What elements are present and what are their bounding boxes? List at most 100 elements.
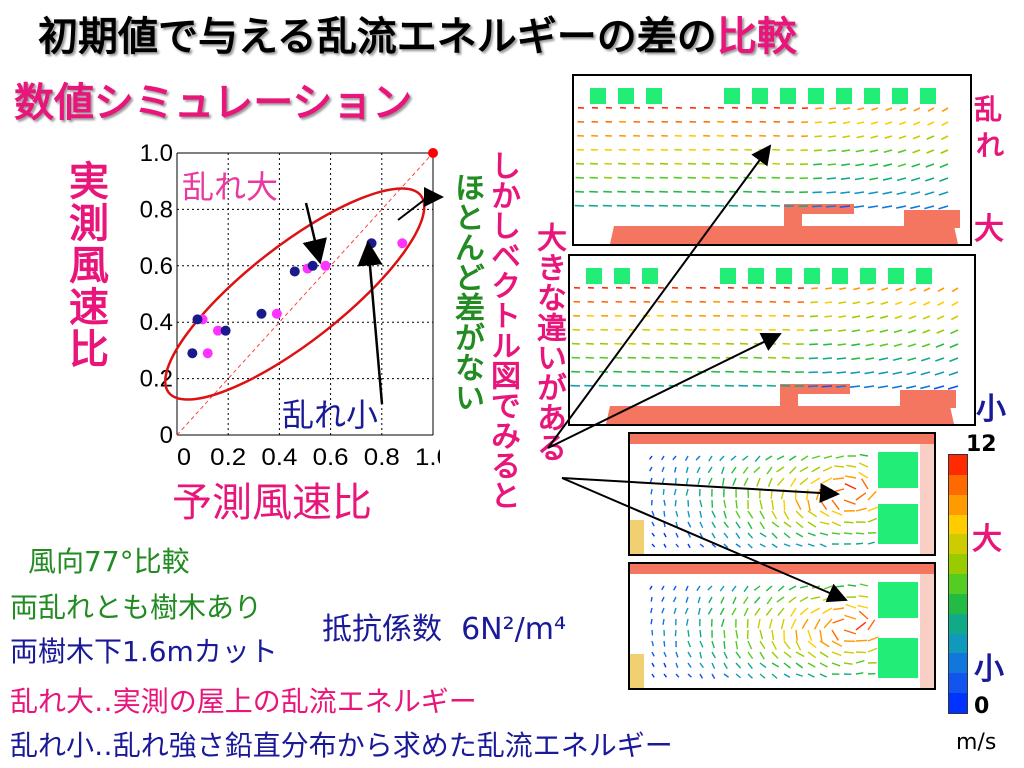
vector-arrow: [759, 499, 763, 510]
vector-arrow: [851, 357, 861, 361]
tree-block: [614, 268, 630, 284]
vector-arrow: [699, 521, 704, 529]
vector-arrow: [687, 532, 692, 538]
vector-field-2: [570, 268, 959, 424]
vector-arrow: [771, 629, 775, 640]
vector-arrow: [838, 315, 847, 318]
vector-arrow: [675, 651, 679, 658]
vector-arrow: [731, 466, 737, 474]
vector-arrow: [711, 662, 716, 669]
vector-arrow: [756, 477, 761, 487]
vector-arrow: [661, 455, 665, 461]
vector-arrow: [896, 177, 907, 182]
vector-arrow: [732, 596, 737, 605]
vector-arrow: [909, 301, 917, 306]
vector-arrow: [907, 343, 917, 348]
vector-arrow: [768, 618, 773, 629]
vector-arrow: [813, 149, 823, 152]
vector-arrow: [941, 121, 949, 127]
vector-arrow: [855, 621, 867, 631]
vector-arrow: [806, 488, 809, 501]
vector-arrow: [723, 629, 726, 639]
reference-diagonal: [176, 152, 434, 436]
colorbar-big: 大: [972, 522, 1002, 557]
vector-arrow: [789, 466, 797, 475]
vector-arrow: [783, 532, 791, 539]
x-tick-label: 0.6: [313, 444, 349, 470]
vector-arrow: [855, 492, 867, 501]
vector-arrow: [812, 191, 823, 194]
tree-block: [724, 88, 740, 104]
vector-arrow: [650, 618, 653, 625]
vector-arrow: [831, 629, 839, 641]
vector-arrow: [814, 121, 823, 124]
vector-arrow: [771, 532, 778, 539]
vector-arrow: [913, 107, 921, 112]
vector-arrow: [674, 629, 677, 637]
vector-arrow: [790, 477, 797, 488]
vector-arrow: [770, 488, 773, 500]
vector-arrow: [799, 596, 809, 603]
vector-arrow: [827, 149, 837, 152]
vector-arrow: [841, 149, 851, 153]
vector-arrow: [855, 507, 867, 512]
vector-arrow: [672, 596, 677, 603]
vector-arrow: [884, 121, 893, 125]
vector-panel-4: [628, 562, 936, 690]
vector-arrow: [927, 107, 935, 112]
vector-arrow: [795, 629, 798, 641]
vector-arrow: [663, 499, 666, 506]
vector-arrow: [824, 301, 833, 304]
vector-arrow: [843, 532, 853, 535]
colorbar-segment: [949, 673, 967, 694]
vector-arrow: [926, 135, 935, 140]
edge-wall: [920, 444, 934, 554]
vector-arrow: [651, 651, 655, 657]
vector-arrow: [743, 477, 749, 487]
vector-arrow: [699, 499, 703, 508]
vector-arrow: [844, 475, 857, 479]
colorbar-segment: [949, 633, 967, 654]
vector-arrow: [673, 488, 677, 496]
vector-arrow: [831, 651, 842, 657]
vector-arrow: [896, 205, 907, 209]
vector-arrow: [649, 466, 653, 472]
vector-arrow: [940, 135, 949, 141]
vector-arrow: [878, 357, 889, 361]
vector-arrow: [867, 647, 878, 653]
side-label-large: 大: [974, 212, 1004, 247]
vector-arrow: [934, 371, 945, 376]
vector-arrow: [867, 506, 879, 512]
colorbar: [948, 454, 968, 714]
vector-arrow: [747, 662, 753, 670]
vector-arrow: [936, 315, 945, 320]
vector-arrow: [783, 510, 790, 520]
vector-arrow: [835, 455, 845, 459]
y-tick-label: 0.4: [140, 309, 173, 336]
vector-arrow: [858, 595, 869, 598]
vector-arrow: [823, 455, 833, 459]
vector-arrow: [866, 301, 875, 305]
vector-arrow: [661, 596, 665, 602]
vector-arrow: [843, 662, 853, 665]
vector-arrow: [831, 510, 843, 516]
vector-arrow: [925, 163, 935, 168]
vector-arrow: [723, 510, 727, 519]
vector-arrow: [949, 357, 959, 363]
vector-arrow: [663, 521, 666, 528]
vector-arrow: [699, 629, 702, 638]
vector-arrow: [810, 607, 821, 614]
vector-arrow: [743, 585, 749, 593]
colorbar-small: 小: [974, 652, 1004, 687]
vector-arrow: [935, 343, 945, 348]
x-tick-label: 0.2: [210, 444, 246, 470]
vector-arrow: [855, 651, 866, 654]
tree-block: [590, 88, 606, 104]
vector-arrow: [807, 629, 813, 642]
vector-arrow: [936, 329, 945, 334]
vector-arrow: [857, 604, 869, 609]
vector-arrow: [735, 640, 739, 650]
vector-arrow: [795, 499, 802, 510]
vector-arrow: [893, 329, 903, 334]
resistance-value: 6N²/m⁴: [461, 612, 566, 647]
